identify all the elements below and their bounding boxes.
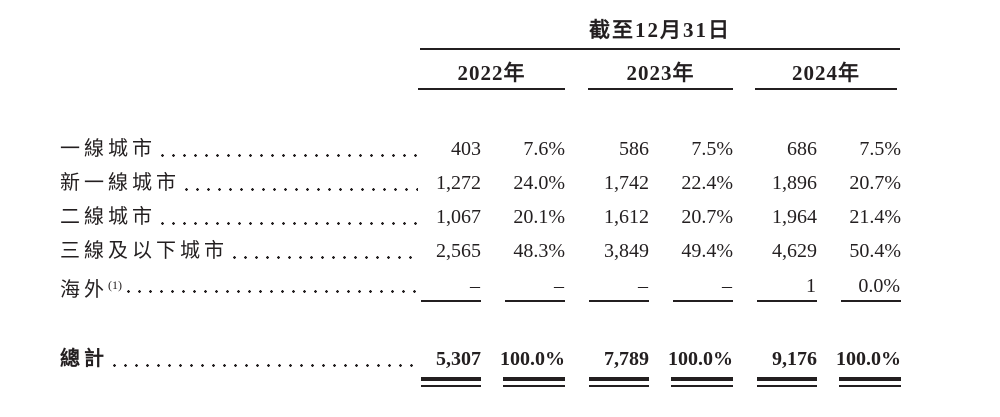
cell-underline — [589, 300, 649, 302]
cell-value: 9,176 — [772, 348, 817, 370]
cell-underline — [421, 300, 481, 302]
row-label: 二線城市 — [60, 206, 156, 228]
city-tier-table: 截至12月31日 2022年 2023年 2024年 一線城市 403 7.6%… — [60, 0, 901, 387]
footnote-marker: (1) — [108, 278, 122, 292]
total-2023-pct: 100.0% — [652, 342, 733, 387]
cell-2023-count: 586 — [619, 138, 649, 160]
cell-value: – — [638, 275, 648, 297]
cell-value: 100.0% — [836, 348, 901, 370]
row-label: 海外(1) — [60, 268, 122, 302]
double-underline — [757, 377, 817, 387]
dot-leader — [112, 342, 418, 376]
row-label-cell: 海外(1) — [60, 268, 428, 302]
table-row-tier2: 二線城市 1,067 20.1% 1,612 20.7% 1,964 21.4% — [60, 200, 901, 234]
cell-2023-pct: 49.4% — [681, 240, 733, 262]
table-row-overseas: 海外(1) – – – – 1 — [60, 268, 901, 302]
row-label: 新一線城市 — [60, 172, 180, 194]
double-underline — [421, 377, 481, 387]
cell-2024-count: 1,964 — [772, 206, 817, 228]
row-label: 三線及以下城市 — [60, 240, 228, 262]
cell-value: – — [722, 275, 732, 297]
cell-2023-pct: 22.4% — [681, 172, 733, 194]
row-label-cell: 新一線城市 — [60, 166, 428, 200]
cell-underline — [505, 300, 565, 302]
total-label: 總計 — [60, 348, 108, 370]
cell-2022-pct: 48.3% — [513, 240, 565, 262]
dot-leader — [184, 166, 418, 200]
total-2023-count: 7,789 — [565, 342, 652, 387]
cell-2022-pct: 20.1% — [513, 206, 565, 228]
cell-2022-pct: 24.0% — [513, 172, 565, 194]
total-2022-count: 5,307 — [421, 342, 484, 387]
cell-2023-pct: 7.5% — [691, 138, 733, 160]
table-row-tier3-below: 三線及以下城市 2,565 48.3% 3,849 49.4% 4,629 50… — [60, 234, 901, 268]
total-2024-count: 9,176 — [733, 342, 820, 387]
year-header-row: 2022年 2023年 2024年 — [60, 58, 901, 90]
cell-2023-count: – — [565, 268, 652, 302]
cell-value: 0.0% — [858, 275, 900, 297]
cell-value: 7,789 — [604, 348, 649, 370]
cell-2023-count: 1,742 — [604, 172, 649, 194]
row-label-cell: 三線及以下城市 — [60, 234, 428, 268]
column-gap — [565, 58, 588, 90]
cell-2024-count: 1 — [733, 268, 820, 302]
row-label: 一線城市 — [60, 138, 156, 160]
double-underline — [839, 377, 901, 387]
cell-value: – — [470, 275, 480, 297]
dot-leader — [232, 234, 418, 268]
cell-2024-count: 1,896 — [772, 172, 817, 194]
header-body-spacer — [60, 90, 901, 132]
body-total-spacer — [60, 302, 901, 342]
column-gap — [733, 58, 755, 90]
cell-2024-pct: 50.4% — [849, 240, 901, 262]
cell-2022-count: 2,565 — [436, 240, 481, 262]
table-row-total: 總計 5,307 100.0% 7,789 100.0% 9,176 — [60, 342, 901, 387]
cell-value: 100.0% — [500, 348, 565, 370]
double-underline — [589, 377, 649, 387]
dot-leader — [160, 132, 418, 166]
cell-underline — [841, 300, 901, 302]
cell-2024-pct: 0.0% — [820, 268, 901, 302]
header-spacer — [60, 58, 418, 90]
cell-2024-pct: 21.4% — [849, 206, 901, 228]
year-header-2023: 2023年 — [588, 58, 733, 90]
cell-2022-pct: – — [484, 268, 565, 302]
total-2024-pct: 100.0% — [820, 342, 901, 387]
cell-2022-pct: 7.6% — [523, 138, 565, 160]
cell-underline — [673, 300, 733, 302]
row-label-cell: 二線城市 — [60, 200, 428, 234]
cell-2022-count: 403 — [451, 138, 481, 160]
cell-value: 100.0% — [668, 348, 733, 370]
table-title: 截至12月31日 — [420, 16, 900, 50]
cell-2023-count: 1,612 — [604, 206, 649, 228]
cell-2023-pct: 20.7% — [681, 206, 733, 228]
cell-underline — [757, 300, 817, 302]
cell-2022-count: 1,067 — [436, 206, 481, 228]
cell-2024-pct: 7.5% — [859, 138, 901, 160]
row-label-text: 海外 — [60, 279, 108, 301]
cell-2024-count: 686 — [787, 138, 817, 160]
year-header-2024: 2024年 — [755, 58, 897, 90]
cell-2024-count: 4,629 — [772, 240, 817, 262]
cell-value: – — [554, 275, 564, 297]
cell-value: 1 — [806, 275, 816, 297]
table-row-new-tier1: 新一線城市 1,272 24.0% 1,742 22.4% 1,896 20.7… — [60, 166, 901, 200]
cell-value: 5,307 — [436, 348, 481, 370]
cell-2023-pct: – — [652, 268, 733, 302]
table-row-tier1: 一線城市 403 7.6% 586 7.5% 686 7.5% — [60, 132, 901, 166]
cell-2022-count: – — [421, 268, 484, 302]
dot-leader — [160, 200, 418, 234]
double-underline — [671, 377, 733, 387]
cell-2022-count: 1,272 — [436, 172, 481, 194]
year-header-2022: 2022年 — [418, 58, 565, 90]
row-label-cell: 一線城市 — [60, 132, 428, 166]
dot-leader — [126, 268, 418, 302]
double-underline — [503, 377, 565, 387]
row-label-cell: 總計 — [60, 342, 428, 387]
cell-2023-count: 3,849 — [604, 240, 649, 262]
cell-2024-pct: 20.7% — [849, 172, 901, 194]
total-2022-pct: 100.0% — [484, 342, 565, 387]
